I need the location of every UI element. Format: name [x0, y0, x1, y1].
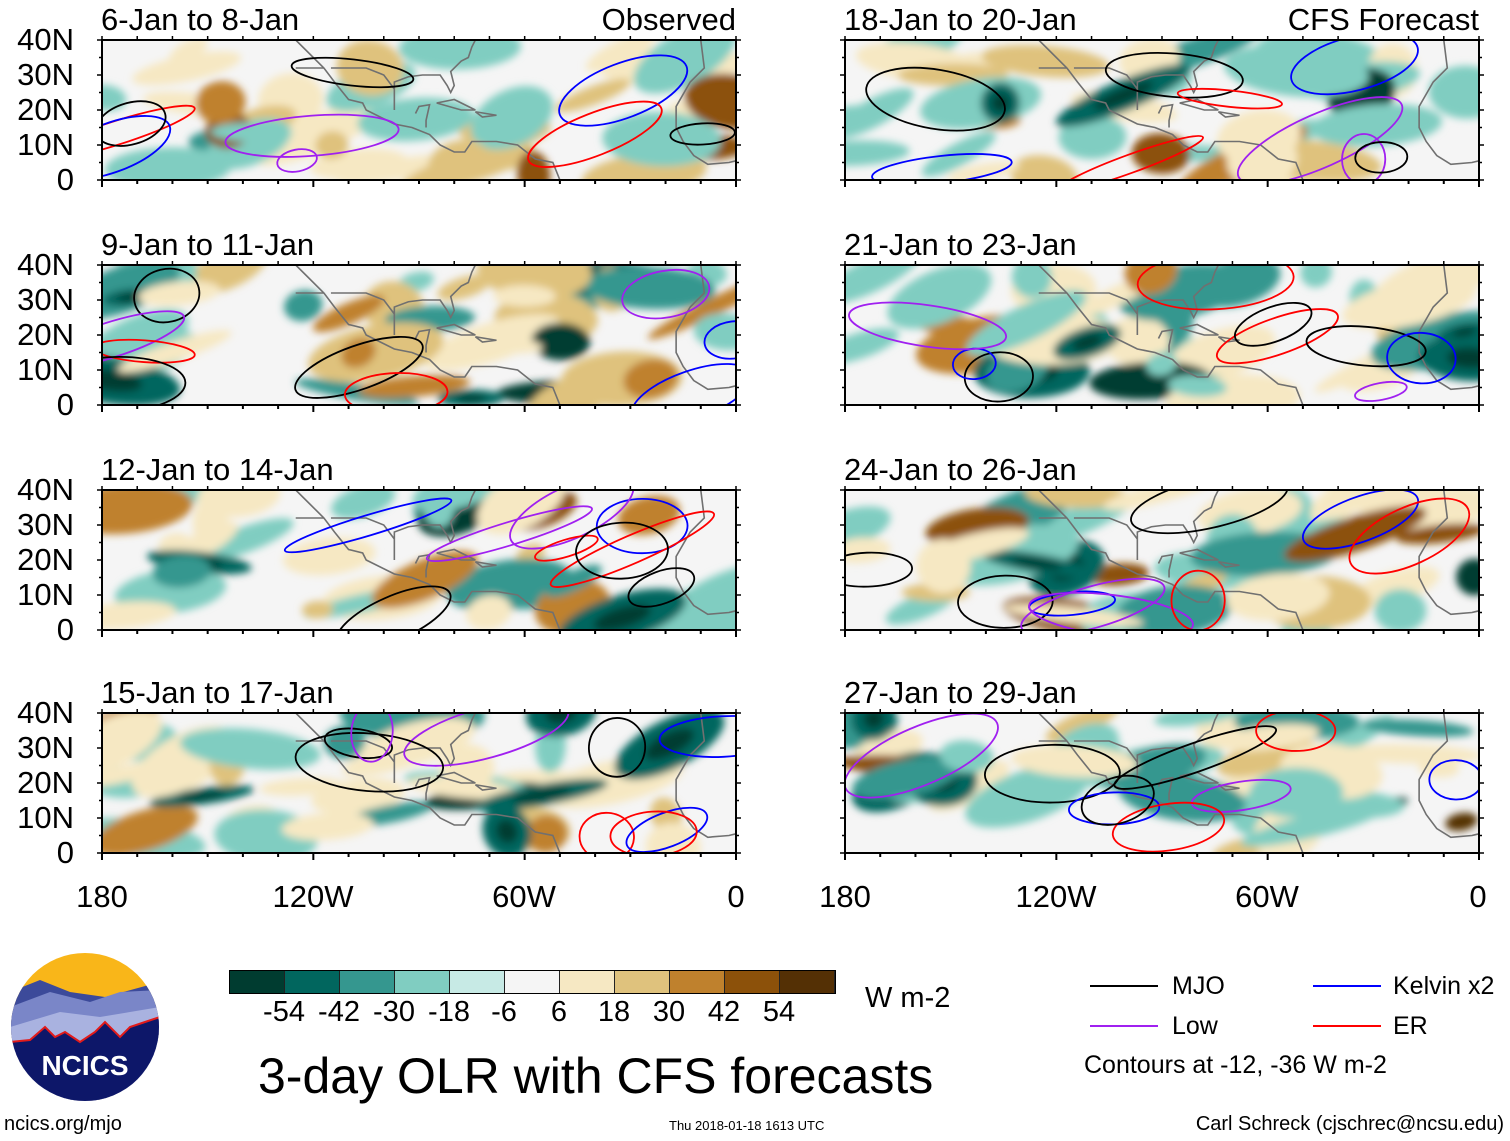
panel-title: 24-Jan to 26-Jan	[844, 452, 1077, 487]
y-tick-label: 20N	[17, 92, 74, 127]
y-tick-label: 40N	[17, 472, 74, 507]
y-tick-label: 10N	[17, 800, 74, 835]
olr-map-panel	[840, 709, 1484, 860]
colorbar-swatch	[560, 971, 615, 993]
colorbar-swatch	[230, 971, 285, 993]
colorbar-units: W m-2	[865, 982, 951, 1014]
colorbar-label: -30	[373, 996, 415, 1028]
legend-line-er	[1313, 1025, 1381, 1027]
colorbar-label: 42	[707, 996, 741, 1028]
panel-title: 27-Jan to 29-Jan	[844, 675, 1077, 710]
colorbar-label: -42	[318, 996, 360, 1028]
y-tick-label: 10N	[17, 352, 74, 387]
forecast-label: CFS Forecast	[1287, 2, 1479, 37]
olr-map-panel	[840, 261, 1484, 412]
y-tick-label: 40N	[17, 695, 74, 730]
timestamp: Thu 2018-01-18 1613 UTC	[669, 1118, 825, 1133]
x-tick-right-120w: 120W	[1015, 879, 1097, 914]
x-tick-left-180: 180	[76, 879, 128, 914]
panel-title: 9-Jan to 11-Jan	[101, 227, 315, 262]
figure-title: 3-day OLR with CFS forecasts	[258, 1048, 934, 1104]
y-tick-label: 30N	[17, 730, 74, 765]
y-tick-label: 20N	[17, 542, 74, 577]
y-tick-label: 0	[56, 835, 74, 870]
panel-title: 6-Jan to 8-Jan	[101, 2, 300, 37]
x-tick-right-180: 180	[819, 879, 871, 914]
y-tick-label: 30N	[17, 57, 74, 92]
y-tick-label: 0	[56, 162, 74, 197]
y-tick-label: 40N	[17, 247, 74, 282]
colorbar-label: -54	[263, 996, 305, 1028]
colorbar-swatch	[285, 971, 340, 993]
colorbar-swatch	[505, 971, 560, 993]
colorbar-swatch	[780, 971, 835, 993]
panel-title: 12-Jan to 14-Jan	[101, 452, 334, 487]
ncics-logo: NCICS	[11, 953, 159, 1101]
olr-map-panel	[97, 486, 741, 637]
y-tick-label: 20N	[17, 765, 74, 800]
legend-line-low	[1090, 1025, 1158, 1027]
y-tick-label: 10N	[17, 127, 74, 162]
y-tick-label: 10N	[17, 577, 74, 612]
observed-label: Observed	[601, 2, 736, 37]
y-tick-label: 20N	[17, 317, 74, 352]
olr-map-panel	[97, 36, 741, 187]
legend-label-kelvin: Kelvin x2	[1393, 972, 1495, 1000]
legend-line-kelvin	[1313, 985, 1381, 987]
y-tick-label: 40N	[17, 22, 74, 57]
colorbar-swatch	[395, 971, 450, 993]
x-tick-left-60w: 60W	[492, 879, 556, 914]
colorbar-label: -6	[491, 996, 517, 1028]
panel-title: 15-Jan to 17-Jan	[101, 675, 334, 710]
colorbar	[229, 970, 836, 994]
colorbar-label: 54	[762, 996, 796, 1028]
colorbar-swatch	[450, 971, 505, 993]
panel-title: 18-Jan to 20-Jan	[844, 2, 1077, 37]
legend-label-low: Low	[1172, 1012, 1218, 1040]
olr-map-panel	[840, 486, 1484, 637]
colorbar-swatch	[340, 971, 395, 993]
legend-label-er: ER	[1393, 1012, 1428, 1040]
x-tick-left-120w: 120W	[272, 879, 354, 914]
colorbar-label: 30	[652, 996, 686, 1028]
y-tick-label: 30N	[17, 507, 74, 542]
svg-text:NCICS: NCICS	[41, 1050, 128, 1081]
credit: Carl Schreck (cjschrec@ncsu.edu)	[1195, 1113, 1504, 1135]
x-tick-right-60w: 60W	[1235, 879, 1299, 914]
olr-map-panel	[97, 709, 741, 860]
colorbar-swatch	[670, 971, 725, 993]
colorbar-label: 18	[597, 996, 631, 1028]
olr-map-panel	[840, 36, 1484, 187]
y-tick-label: 0	[56, 387, 74, 422]
contour-note: Contours at -12, -36 W m-2	[1084, 1051, 1387, 1079]
colorbar-swatch	[615, 971, 670, 993]
y-tick-label: 0	[56, 612, 74, 647]
legend-label-mjo: MJO	[1172, 972, 1225, 1000]
x-tick-left-0: 0	[727, 879, 745, 914]
x-tick-right-0: 0	[1469, 879, 1487, 914]
panel-title: 21-Jan to 23-Jan	[844, 227, 1077, 262]
colorbar-swatch	[725, 971, 780, 993]
colorbar-label: 6	[550, 996, 568, 1028]
olr-map-panel	[97, 261, 741, 412]
colorbar-label: -18	[428, 996, 470, 1028]
legend-line-mjo	[1090, 985, 1158, 987]
site-url[interactable]: ncics.org/mjo	[4, 1113, 122, 1135]
y-tick-label: 30N	[17, 282, 74, 317]
